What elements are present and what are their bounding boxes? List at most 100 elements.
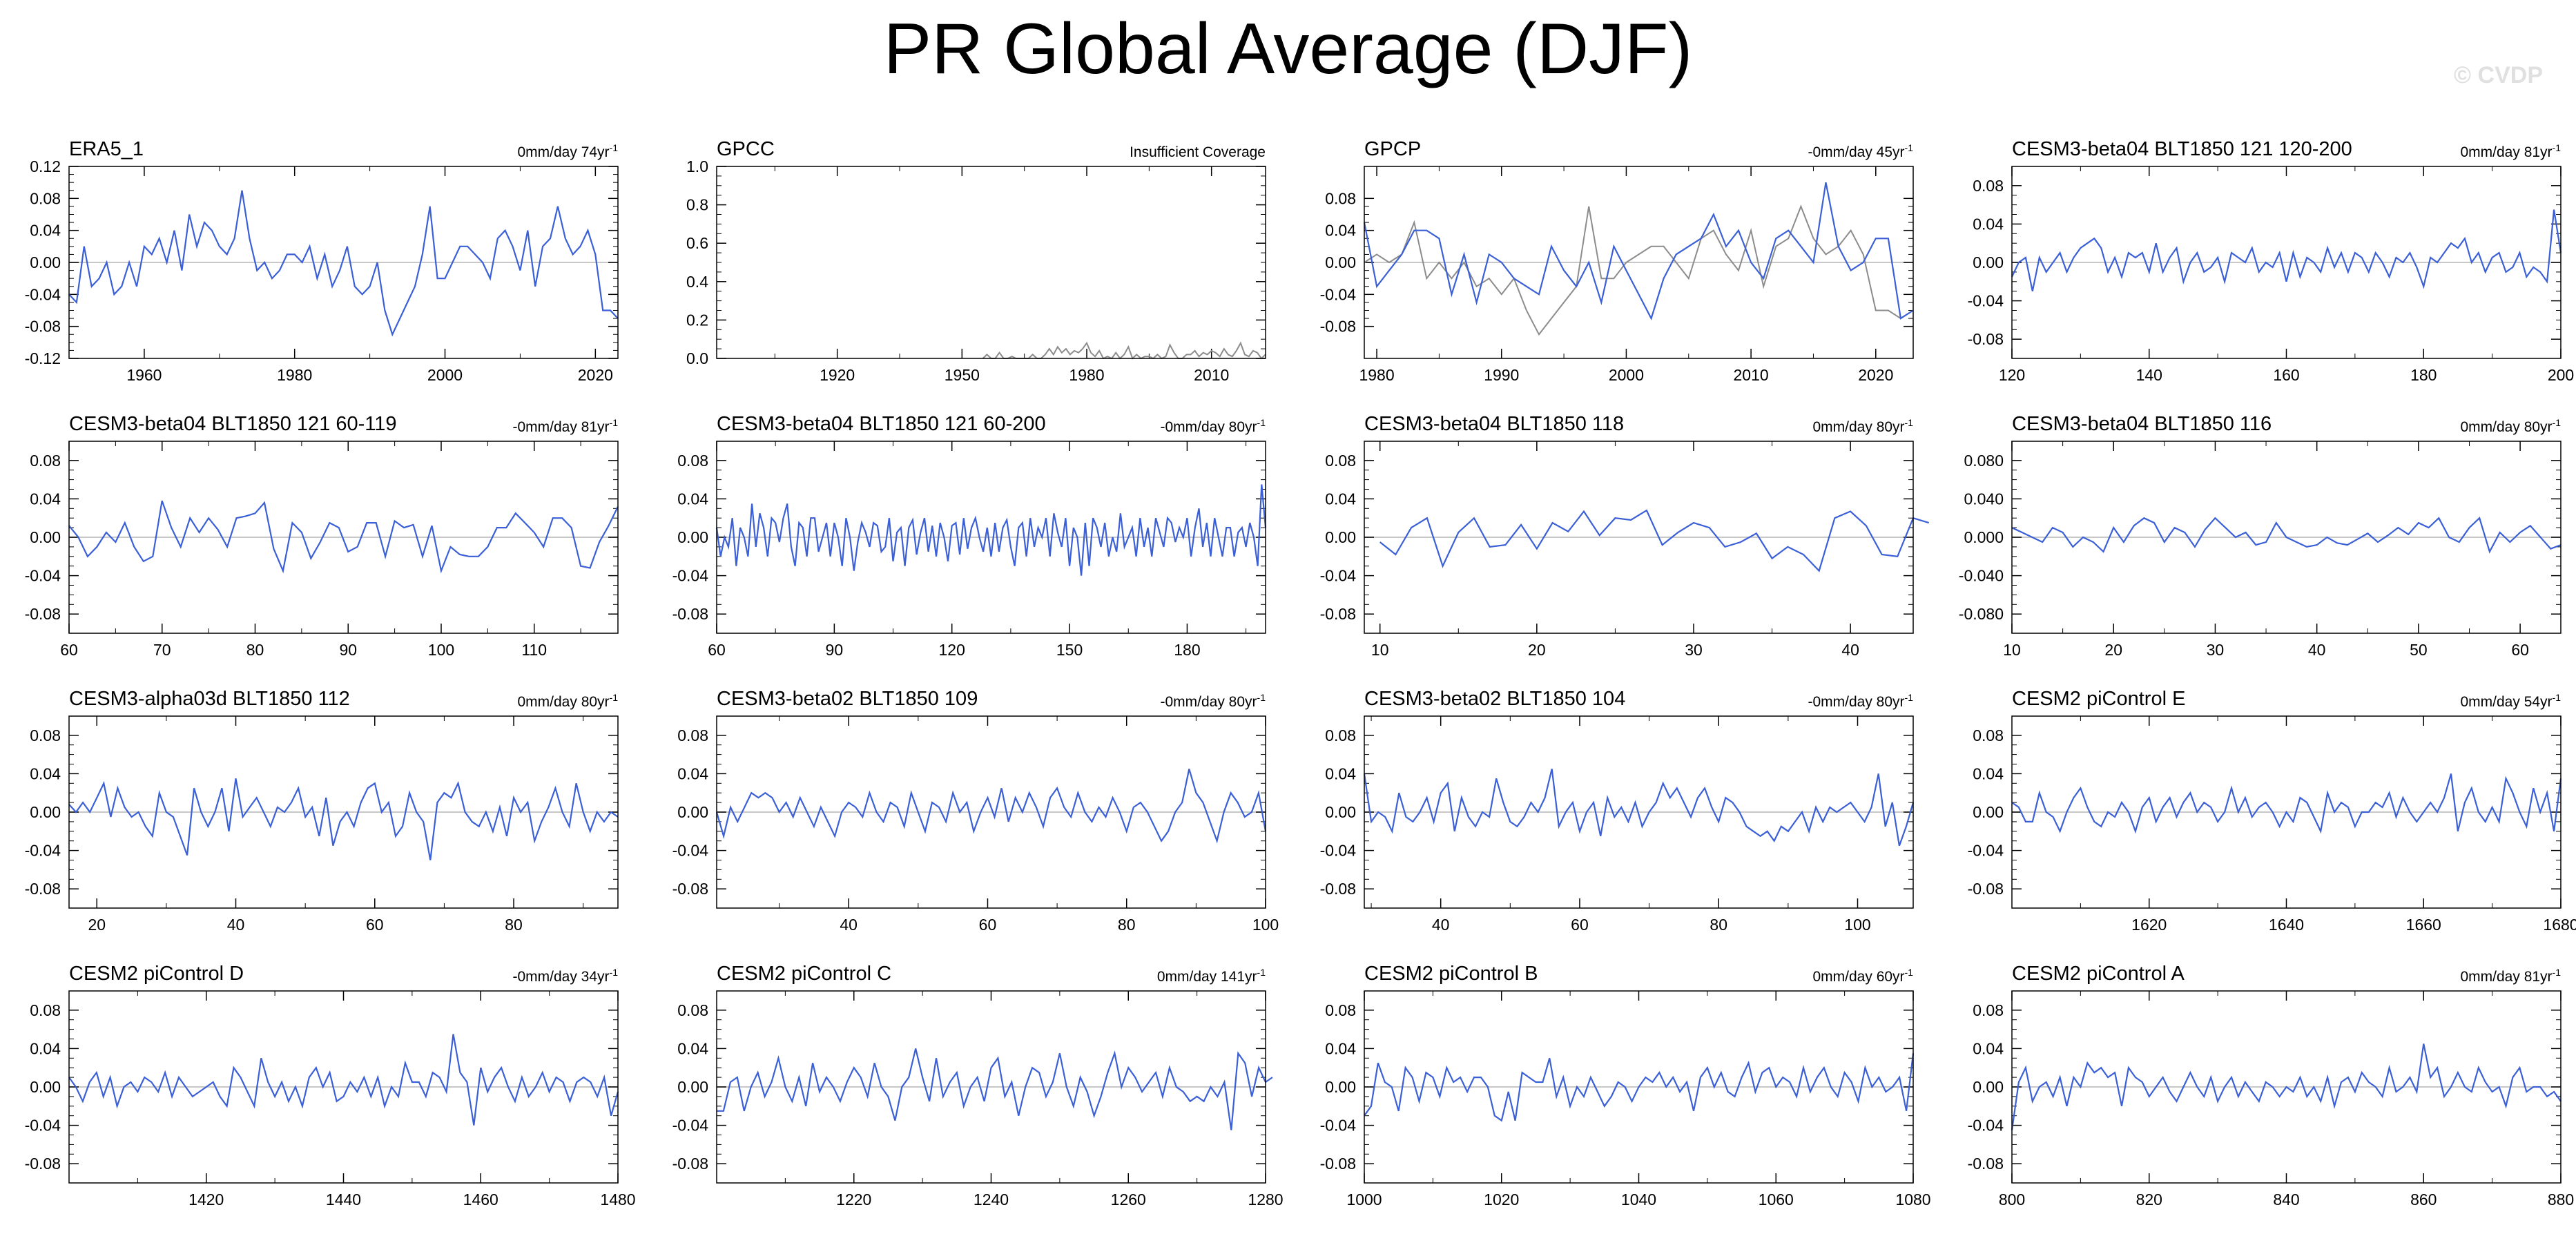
y-tick-label: 0.00 <box>30 1078 61 1096</box>
x-tick-label: 1950 <box>945 366 980 384</box>
panel-7: CESM3-beta04 BLT1850 118 0mm/day 80yr-1 -0… <box>1320 413 1930 659</box>
y-tick-label: 0.00 <box>677 1078 708 1096</box>
series-line <box>2011 517 2562 554</box>
y-tick-label: -0.08 <box>672 880 708 898</box>
x-tick-label: 2010 <box>1194 366 1229 384</box>
y-tick-label: 0.00 <box>30 528 61 546</box>
panel-4: CESM3-beta04 BLT1850 121 120-200 0mm/day … <box>1968 138 2575 384</box>
x-tick-label: 1980 <box>1359 366 1394 384</box>
panel-title: CESM2 piControl E <box>2012 688 2185 710</box>
y-tick-label: -0.04 <box>1968 292 2004 310</box>
panel-title: GPCC <box>717 138 775 160</box>
y-tick-label: 0.04 <box>677 764 708 782</box>
y-tick-label: 0.00 <box>677 528 708 546</box>
plot-frame <box>716 441 1266 634</box>
panel-trend-label: -0mm/day 34yr-1 <box>513 967 619 985</box>
x-tick-label: 60 <box>708 641 726 659</box>
y-tick-label: -0.04 <box>672 1117 709 1135</box>
plot-frame <box>1364 990 1914 1184</box>
panel-14: CESM2 piControl C 0mm/day 141yr-1 -0.08 -0.… <box>672 963 1284 1208</box>
plot-frame <box>716 715 1266 909</box>
panel-16: CESM2 piControl A 0mm/day 81yr-1 -0.08 -0.0… <box>1968 963 2575 1208</box>
x-tick-label: 1460 <box>463 1191 498 1208</box>
trend-exponent: -1 <box>1905 417 1914 428</box>
reference-line <box>1364 204 1914 336</box>
panel-title: CESM2 piControl A <box>2012 963 2185 985</box>
plot-frame <box>1364 715 1914 909</box>
panel-title: CESM3-beta04 BLT1850 116 <box>2012 413 2272 435</box>
x-tick-label: 1280 <box>1248 1191 1283 1208</box>
x-tick-label: 40 <box>1841 641 1859 659</box>
panel-6: CESM3-beta04 BLT1850 121 60-200 -0mm/day … <box>672 413 1267 659</box>
y-tick-label: 0.08 <box>30 1001 61 1019</box>
panel-trend-label: 0mm/day 81yr-1 <box>2461 142 2562 160</box>
y-tick-label: -0.08 <box>1968 1155 2004 1173</box>
y-tick-label: 0.00 <box>1325 528 1356 546</box>
y-tick-label: 0.8 <box>686 196 708 214</box>
series-line <box>1364 1053 1915 1122</box>
y-tick-label: 0.6 <box>686 234 708 252</box>
x-tick-label: 40 <box>2308 641 2326 659</box>
y-tick-label: 0.04 <box>30 1039 61 1057</box>
x-tick-label: 2000 <box>1609 366 1644 384</box>
y-tick-label: 0.00 <box>1973 1078 2004 1096</box>
y-tick-label: 0.08 <box>1973 1001 2004 1019</box>
trend-exponent: -1 <box>1257 692 1266 703</box>
y-tick-label: 0.2 <box>686 311 708 329</box>
x-tick-label: 1060 <box>1759 1191 1794 1208</box>
y-tick-label: -0.08 <box>1320 1155 1356 1173</box>
y-tick-label: 0.04 <box>30 222 61 240</box>
y-tick-label: -0.04 <box>672 842 709 860</box>
plot-frame <box>1364 441 1914 634</box>
y-tick-label: -0.08 <box>672 605 708 623</box>
panel-15: CESM2 piControl B 0mm/day 60yr-1 -0.08 -0.0… <box>1320 963 1931 1208</box>
x-tick-label: 820 <box>2136 1191 2162 1208</box>
y-tick-label: 0.00 <box>1973 803 2004 821</box>
panel-11: CESM3-beta02 BLT1850 104 -0mm/day 80yr-1-… <box>1320 688 1915 934</box>
x-tick-label: 2020 <box>578 366 613 384</box>
x-tick-label: 120 <box>1999 366 2025 384</box>
panel-title: CESM3-beta04 BLT1850 121 60-200 <box>717 413 1046 435</box>
panel-title: CESM3-beta04 BLT1850 121 60-119 <box>69 413 397 435</box>
x-tick-label: 1620 <box>2131 916 2167 934</box>
series-line <box>68 190 619 337</box>
trend-exponent: -1 <box>2553 142 2562 153</box>
x-tick-label: 80 <box>505 916 523 934</box>
y-tick-label: 0.04 <box>30 764 61 782</box>
x-tick-label: 1960 <box>126 366 162 384</box>
series-line <box>1363 769 1915 847</box>
x-tick-label: 1660 <box>2406 916 2441 934</box>
panel-5: CESM3-beta04 BLT1850 121 60-119 -0mm/day … <box>25 413 619 659</box>
x-tick-label: 10 <box>1371 641 1389 659</box>
y-tick-label: 0.00 <box>1325 253 1356 271</box>
panel-title: CESM3-beta04 BLT1850 121 120-200 <box>2012 138 2352 160</box>
panel-trend-label: -0mm/day 80yr-1 <box>1161 417 1266 435</box>
y-tick-label: -0.04 <box>25 285 61 303</box>
trend-exponent: -1 <box>1257 417 1266 428</box>
plot-frame <box>1364 166 1914 359</box>
y-tick-label: -0.040 <box>1959 567 2004 585</box>
y-tick-label: 0.04 <box>1973 215 2004 233</box>
x-tick-label: 800 <box>1999 1191 2025 1208</box>
trend-exponent: -1 <box>610 417 619 428</box>
panel-title: CESM2 piControl D <box>69 963 244 985</box>
y-tick-label: 0.00 <box>30 253 61 271</box>
panel-title: CESM2 piControl B <box>1364 963 1538 985</box>
x-tick-label: 60 <box>2511 641 2529 659</box>
cvdp-watermark: © CVDP <box>2454 62 2543 88</box>
series-line <box>715 484 1267 576</box>
x-tick-label: 60 <box>1571 916 1589 934</box>
x-tick-label: 1220 <box>836 1191 871 1208</box>
x-tick-label: 1990 <box>1484 366 1519 384</box>
y-tick-label: -0.04 <box>1968 842 2004 860</box>
series-line <box>717 1048 1273 1130</box>
y-tick-label: 0.08 <box>1973 177 2004 195</box>
trend-exponent: -1 <box>1905 967 1914 978</box>
panel-trend-label: 0mm/day 80yr-1 <box>2461 417 2562 435</box>
series-line <box>715 769 1267 844</box>
x-tick-label: 880 <box>2548 1191 2574 1208</box>
panel-10: CESM3-beta02 BLT1850 109 -0mm/day 80yr-1-… <box>672 688 1279 934</box>
x-tick-label: 2020 <box>1858 366 1893 384</box>
panel-title: CESM3-alpha03d BLT1850 112 <box>69 688 350 710</box>
y-tick-label: -0.08 <box>1968 330 2004 348</box>
